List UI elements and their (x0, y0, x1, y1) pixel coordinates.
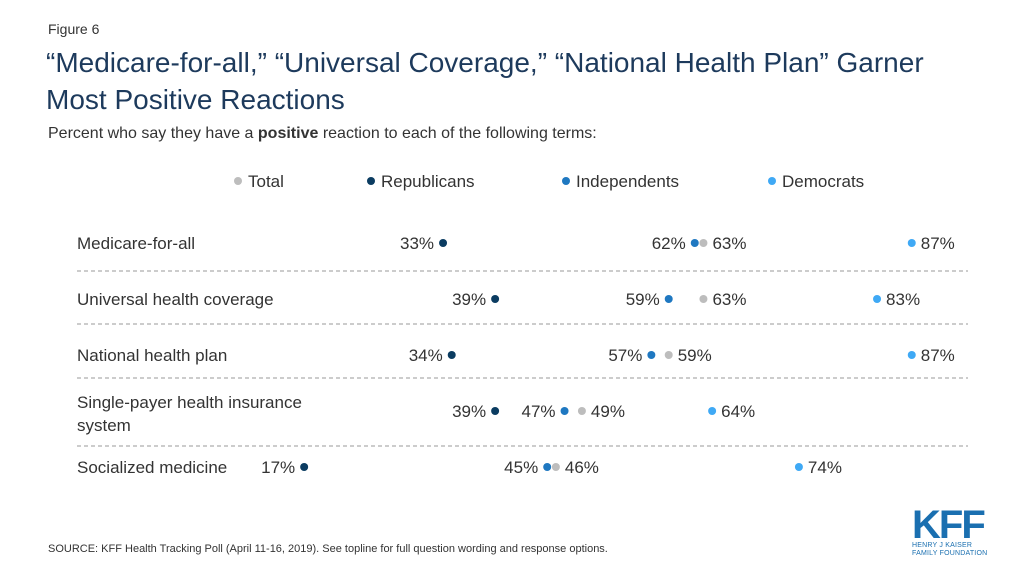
value-label-democrats-medicare-for-all: 87% (921, 234, 955, 253)
value-label-total-medicare-for-all: 63% (712, 234, 746, 253)
value-label-total-universal-health-coverage: 63% (712, 290, 746, 309)
category-label-socialized-medicine: Socialized medicine (77, 458, 227, 477)
value-label-republicans-single-payer-health-insurance-system: 39% (452, 402, 486, 421)
legend-marker-total (234, 177, 242, 185)
value-label-independents-universal-health-coverage: 59% (626, 290, 660, 309)
point-democrats-single-payer-health-insurance-system (708, 407, 717, 415)
point-independents-national-health-plan (647, 351, 656, 359)
point-republicans-single-payer-health-insurance-system (491, 407, 500, 415)
point-democrats-medicare-for-all (907, 239, 916, 247)
value-label-independents-medicare-for-all: 62% (652, 234, 686, 253)
point-democrats-socialized-medicine (794, 463, 803, 471)
value-label-democrats-single-payer-health-insurance-system: 64% (721, 402, 755, 421)
legend-label-independents: Independents (576, 172, 679, 191)
value-label-democrats-universal-health-coverage: 83% (886, 290, 920, 309)
chart-title: “Medicare-for-all,” “Universal Coverage,… (46, 47, 924, 115)
kff-logo-line1: HENRY J KAISER (912, 542, 973, 549)
value-label-republicans-medicare-for-all: 33% (400, 234, 434, 253)
category-label-universal-health-coverage: Universal health coverage (77, 290, 274, 309)
point-democrats-national-health-plan (907, 351, 916, 359)
point-republicans-medicare-for-all (439, 239, 448, 247)
point-independents-universal-health-coverage (664, 295, 673, 303)
value-label-democrats-socialized-medicine: 74% (808, 458, 842, 477)
value-label-republicans-national-health-plan: 34% (409, 346, 443, 365)
category-label-national-health-plan: National health plan (77, 346, 227, 365)
legend-label-total: Total (248, 172, 284, 191)
value-label-independents-socialized-medicine: 45% (504, 458, 538, 477)
value-label-democrats-national-health-plan: 87% (921, 346, 955, 365)
kff-logo: KFF HENRY J KAISER FAMILY FOUNDATION (912, 503, 988, 558)
point-total-national-health-plan (664, 351, 673, 359)
value-label-total-single-payer-health-insurance-system: 49% (591, 402, 625, 421)
subtitle-text-pre: Percent who say they have a (48, 125, 258, 142)
chart-subtitle: Percent who say they have a positive rea… (48, 125, 597, 143)
legend-marker-democrats (768, 177, 776, 185)
point-total-single-payer-health-insurance-system (577, 407, 586, 415)
point-total-universal-health-coverage (699, 295, 708, 303)
point-republicans-national-health-plan (447, 351, 456, 359)
value-label-total-national-health-plan: 59% (678, 346, 712, 365)
point-democrats-universal-health-coverage (873, 295, 882, 303)
kff-logo-line2: FAMILY FOUNDATION (912, 550, 988, 557)
kff-logo-wordmark: KFF (912, 503, 986, 547)
point-independents-medicare-for-all (690, 239, 699, 247)
point-independents-socialized-medicine (543, 463, 552, 471)
point-republicans-socialized-medicine (300, 463, 309, 471)
point-independents-single-payer-health-insurance-system (560, 407, 569, 415)
point-total-medicare-for-all (699, 239, 708, 247)
value-label-total-socialized-medicine: 46% (565, 458, 599, 477)
legend-label-democrats: Democrats (782, 172, 864, 191)
category-label-medicare-for-all: Medicare-for-all (77, 234, 195, 253)
source-note: SOURCE: KFF Health Tracking Poll (April … (48, 543, 608, 555)
point-total-socialized-medicine (551, 463, 560, 471)
value-label-independents-single-payer-health-insurance-system: 47% (522, 402, 556, 421)
value-label-independents-national-health-plan: 57% (608, 346, 642, 365)
figure-label: Figure 6 (48, 21, 100, 37)
subtitle-emphasis: positive (257, 125, 319, 142)
category-label-single-payer-health-insurance-system: Single-payer health insurance system (77, 393, 302, 435)
legend-label-republicans: Republicans (381, 172, 475, 191)
subtitle-text-post: reaction to each of the following terms: (318, 125, 597, 142)
legend-marker-independents (562, 177, 570, 185)
legend-marker-republicans (367, 177, 375, 185)
value-label-republicans-socialized-medicine: 17% (261, 458, 295, 477)
value-label-republicans-universal-health-coverage: 39% (452, 290, 486, 309)
point-republicans-universal-health-coverage (491, 295, 500, 303)
